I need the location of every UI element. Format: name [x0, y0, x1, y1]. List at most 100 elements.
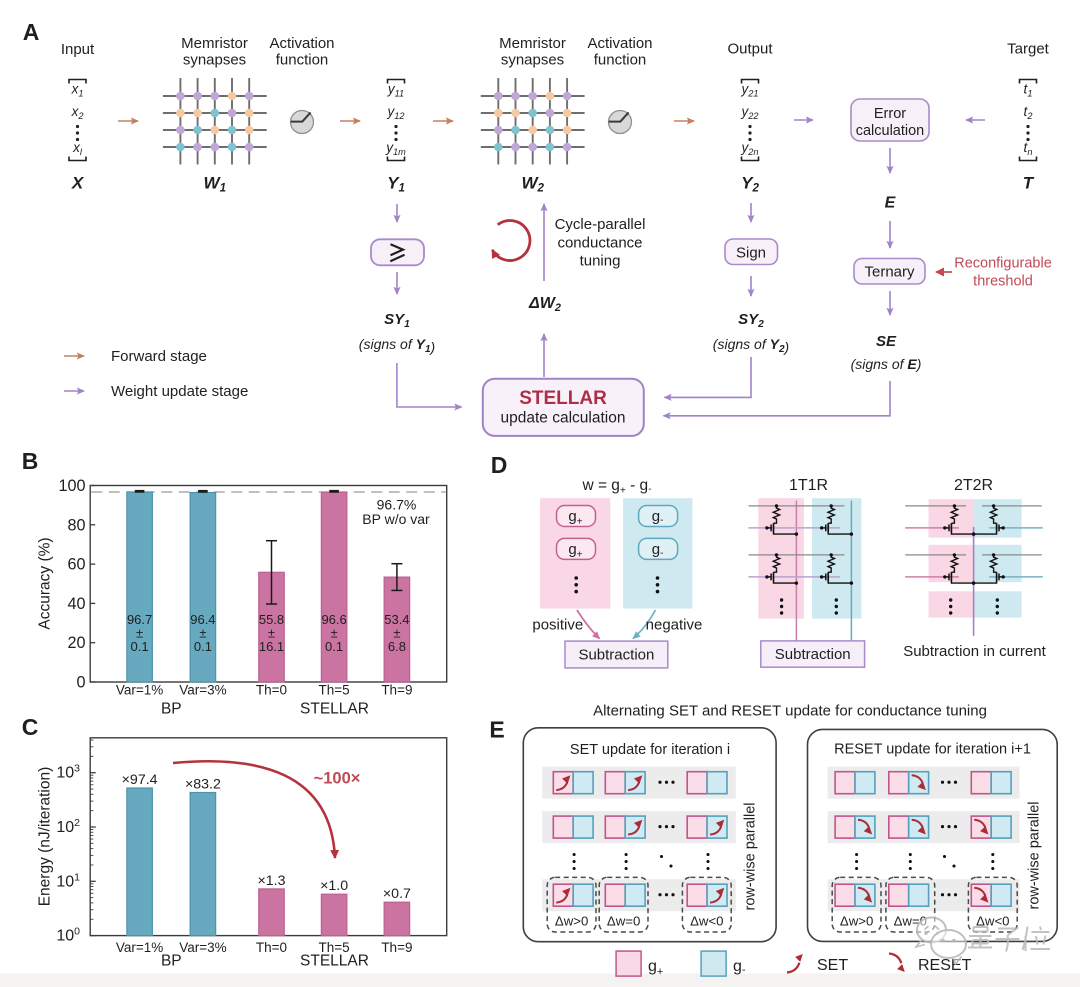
- svg-text:40: 40: [67, 595, 85, 613]
- svg-text:update calculation: update calculation: [501, 410, 626, 427]
- svg-text:Alternating SET and RESET upda: Alternating SET and RESET update for con…: [593, 703, 987, 720]
- svg-text:0.1: 0.1: [325, 639, 343, 654]
- svg-text:synapses: synapses: [501, 52, 564, 69]
- svg-text:E: E: [885, 195, 897, 212]
- svg-text:STELLAR: STELLAR: [300, 701, 369, 718]
- svg-text:Activation: Activation: [269, 35, 334, 52]
- svg-text:Reconfigurable: Reconfigurable: [954, 256, 1052, 272]
- svg-text:Subtraction in current: Subtraction in current: [903, 643, 1046, 660]
- svg-text:100: 100: [58, 477, 85, 495]
- svg-text:96.6: 96.6: [321, 612, 346, 627]
- svg-text:Th=0: Th=0: [256, 683, 287, 698]
- svg-text:Var=1%: Var=1%: [116, 683, 163, 698]
- svg-text:16.1: 16.1: [259, 639, 284, 654]
- svg-text:Var=3%: Var=3%: [179, 940, 226, 955]
- svg-text:96.7: 96.7: [127, 612, 152, 627]
- svg-text:w = g+ - g-: w = g+ - g-: [581, 477, 651, 497]
- svg-text:BP w/o var: BP w/o var: [362, 511, 430, 527]
- svg-text:±: ±: [331, 626, 338, 641]
- svg-text:Var=3%: Var=3%: [179, 683, 226, 698]
- svg-text:6.8: 6.8: [388, 639, 406, 654]
- svg-text:×83.2: ×83.2: [185, 777, 221, 793]
- svg-text:Δw<0: Δw<0: [976, 914, 1009, 929]
- svg-text:0.1: 0.1: [194, 639, 212, 654]
- svg-text:row-wise parallel: row-wise parallel: [743, 803, 759, 911]
- svg-text:Energy (nJ/iteration): Energy (nJ/iteration): [37, 767, 54, 907]
- svg-text:Var=1%: Var=1%: [116, 940, 163, 955]
- svg-text:xl: xl: [72, 140, 83, 157]
- svg-text:Th=0: Th=0: [256, 940, 287, 955]
- svg-text:synapses: synapses: [183, 52, 246, 69]
- svg-text:Δw<0: Δw<0: [690, 914, 723, 929]
- svg-text:Memristor: Memristor: [499, 35, 566, 52]
- svg-text:SY1: SY1: [384, 311, 410, 330]
- svg-text:function: function: [276, 52, 329, 69]
- svg-text:Activation: Activation: [587, 35, 652, 52]
- svg-text:SY2: SY2: [738, 311, 764, 330]
- svg-text:B: B: [22, 448, 39, 474]
- svg-text:Input: Input: [61, 41, 95, 58]
- svg-text:±: ±: [268, 626, 275, 641]
- svg-text:Th=5: Th=5: [319, 940, 350, 955]
- svg-text:STELLAR: STELLAR: [300, 953, 369, 970]
- svg-text:E: E: [489, 717, 504, 743]
- svg-text:BP: BP: [161, 701, 182, 718]
- svg-text:threshold: threshold: [973, 274, 1033, 290]
- svg-text:A: A: [23, 19, 40, 45]
- svg-text:Δw>0: Δw>0: [840, 914, 873, 929]
- svg-text:Subtraction: Subtraction: [578, 647, 654, 664]
- svg-text:±: ±: [136, 626, 143, 641]
- svg-text:Th=9: Th=9: [381, 940, 412, 955]
- svg-text:(signs of Y1): (signs of Y1): [359, 336, 435, 355]
- svg-text:RESET: RESET: [918, 957, 972, 974]
- svg-text:tuning: tuning: [580, 253, 621, 270]
- svg-text:96.4: 96.4: [190, 612, 215, 627]
- svg-text:conductance: conductance: [557, 235, 642, 252]
- svg-text:C: C: [22, 714, 39, 740]
- svg-text:BP: BP: [161, 953, 182, 970]
- svg-text:96.7%: 96.7%: [377, 497, 417, 513]
- svg-text:Memristor: Memristor: [181, 35, 248, 52]
- svg-text:55.8: 55.8: [259, 612, 284, 627]
- svg-text:D: D: [491, 452, 508, 478]
- svg-text:×1.3: ×1.3: [257, 873, 285, 889]
- svg-text:Forward stage: Forward stage: [111, 348, 207, 365]
- svg-text:t1: t1: [1024, 82, 1033, 99]
- svg-text:tn: tn: [1024, 140, 1033, 157]
- svg-text:Δw=0: Δw=0: [607, 914, 640, 929]
- svg-text:calculation: calculation: [856, 123, 925, 139]
- svg-text:SE: SE: [876, 333, 897, 350]
- svg-text:X: X: [71, 174, 85, 193]
- svg-text:×0.7: ×0.7: [383, 886, 411, 902]
- svg-text:Target: Target: [1007, 41, 1050, 58]
- svg-text:×97.4: ×97.4: [122, 772, 158, 788]
- svg-text:t2: t2: [1024, 104, 1033, 121]
- svg-text:1T1R: 1T1R: [789, 477, 828, 494]
- svg-text:±: ±: [393, 626, 400, 641]
- svg-text:SET update for iteration i: SET update for iteration i: [570, 742, 730, 758]
- svg-text:g-: g-: [652, 541, 664, 559]
- svg-text:×1.0: ×1.0: [320, 878, 348, 894]
- svg-text:Th=5: Th=5: [319, 683, 350, 698]
- svg-text:Ternary: Ternary: [864, 264, 915, 281]
- svg-text:(signs of E): (signs of E): [851, 356, 922, 372]
- svg-text:T: T: [1023, 174, 1035, 193]
- svg-text:±: ±: [199, 626, 206, 641]
- svg-text:RESET update for iteration i+1: RESET update for iteration i+1: [834, 742, 1031, 758]
- svg-text:Accuracy (%): Accuracy (%): [37, 537, 54, 629]
- svg-text:function: function: [594, 52, 647, 69]
- svg-text:Th=9: Th=9: [381, 683, 412, 698]
- svg-text:2T2R: 2T2R: [954, 477, 993, 494]
- svg-text:0: 0: [76, 674, 85, 692]
- svg-text:20: 20: [67, 634, 85, 652]
- svg-text:Output: Output: [727, 41, 773, 58]
- svg-text:53.4: 53.4: [384, 612, 409, 627]
- svg-text:row-wise parallel: row-wise parallel: [1027, 802, 1043, 910]
- svg-text:positive: positive: [532, 617, 583, 634]
- svg-text:SET: SET: [817, 957, 848, 974]
- svg-text:Subtraction: Subtraction: [775, 646, 851, 663]
- svg-text:(signs of Y2): (signs of Y2): [713, 336, 789, 355]
- svg-text:80: 80: [67, 516, 85, 534]
- svg-text:Cycle-parallel: Cycle-parallel: [555, 216, 646, 233]
- svg-text:0.1: 0.1: [131, 639, 149, 654]
